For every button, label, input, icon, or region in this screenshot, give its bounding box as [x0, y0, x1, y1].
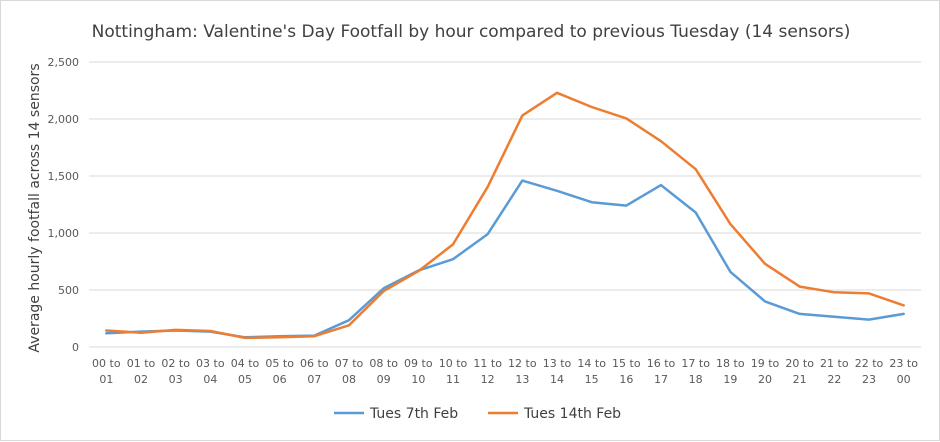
x-tick-label: 17 to 18: [681, 357, 710, 386]
y-tick-label: 1,500: [48, 170, 80, 183]
x-tick-label: 18 to 19: [716, 357, 745, 386]
x-tick-label: 08 to 09: [369, 357, 398, 386]
x-tick-label: 11 to 12: [473, 357, 502, 386]
x-tick-label: 00 to 01: [92, 357, 121, 386]
legend: Tues 7th Feb Tues 14th Feb: [334, 406, 621, 422]
y-tick-label: 0: [72, 341, 79, 354]
x-tick-label: 16 to 17: [647, 357, 676, 386]
series-lines: [105, 91, 905, 340]
x-tick-label: 04 to 05: [231, 357, 260, 386]
x-tick-label: 14 to 15: [577, 357, 606, 386]
y-tick-label: 2,500: [48, 56, 80, 69]
x-tick-label: 03 to 04: [196, 357, 225, 386]
legend-label: Tues 7th Feb: [369, 406, 458, 422]
x-tick-label: 01 to 02: [127, 357, 156, 386]
y-axis-label: Average hourly footfall across 14 sensor…: [27, 63, 43, 352]
x-tick-label: 10 to 11: [439, 357, 468, 386]
y-tick-label: 500: [58, 284, 79, 297]
x-tick-label: 19 to 20: [751, 357, 780, 386]
y-tick-label: 2,000: [48, 113, 80, 126]
x-tick-label: 13 to 14: [543, 357, 572, 386]
x-tick-label: 07 to 08: [335, 357, 364, 386]
y-axis-ticks: 0 500 1,000 1,500 2,000 2,500: [48, 56, 80, 354]
x-tick-label: 09 to 10: [404, 357, 433, 386]
series-line-2: [105, 91, 905, 340]
x-tick-label: 21 to 22: [820, 357, 849, 386]
x-tick-label: 02 to 03: [161, 357, 190, 386]
x-tick-label: 05 to 06: [265, 357, 294, 386]
x-tick-label: 12 to 13: [508, 357, 537, 386]
gridlines: [89, 61, 921, 348]
legend-label: Tues 14th Feb: [523, 406, 621, 422]
y-tick-label: 1,000: [48, 227, 80, 240]
x-tick-label: 06 to 07: [300, 357, 329, 386]
chart-title: Nottingham: Valentine's Day Footfall by …: [92, 22, 851, 42]
series-line-1: [105, 179, 905, 339]
x-tick-label: 20 to 21: [785, 357, 814, 386]
x-tick-label: 22 to 23: [855, 357, 884, 386]
x-tick-label: 23 to 00: [889, 357, 918, 386]
x-tick-label: 15 to 16: [612, 357, 641, 386]
